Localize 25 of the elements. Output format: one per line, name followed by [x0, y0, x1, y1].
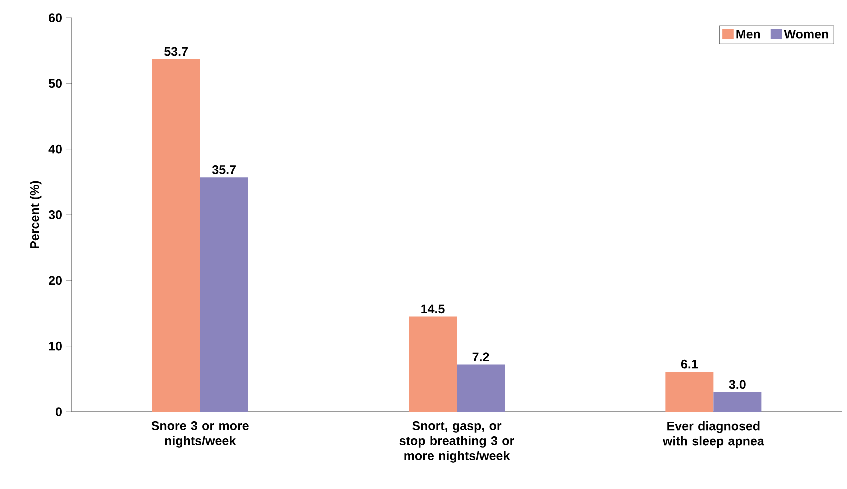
bar — [152, 59, 200, 412]
y-tick-label: 20 — [49, 276, 62, 286]
data-label: 3.0 — [729, 380, 746, 390]
data-label: 35.7 — [212, 165, 236, 174]
y-tick-label: 40 — [48, 144, 62, 154]
y-tick-label: 50 — [48, 79, 62, 88]
y-axis-title: Percent (%) — [30, 181, 42, 249]
bar — [457, 364, 506, 412]
x-tick-label: Snore 3 or more nights/week — [152, 422, 249, 448]
data-label: 6.1 — [681, 360, 698, 369]
data-label: 53.7 — [164, 47, 188, 56]
legend-label: Men — [736, 30, 760, 39]
y-tick-label: 10 — [49, 342, 62, 351]
bar — [200, 178, 248, 412]
y-tick-label: 60 — [49, 14, 62, 22]
bar — [409, 316, 458, 412]
y-tick-label: 0 — [56, 408, 62, 416]
bar — [666, 372, 714, 412]
data-label: 7.2 — [472, 352, 490, 362]
legend-label: Women — [784, 30, 828, 39]
bar — [714, 392, 762, 412]
x-tick-label: Ever diagnosed with sleep apnea — [662, 422, 764, 448]
data-label: 14.5 — [422, 304, 445, 314]
y-tick-label: 30 — [48, 210, 62, 220]
x-tick-label: Snort, gasp, or stop breathing 3 or more nights/week — [400, 422, 514, 463]
